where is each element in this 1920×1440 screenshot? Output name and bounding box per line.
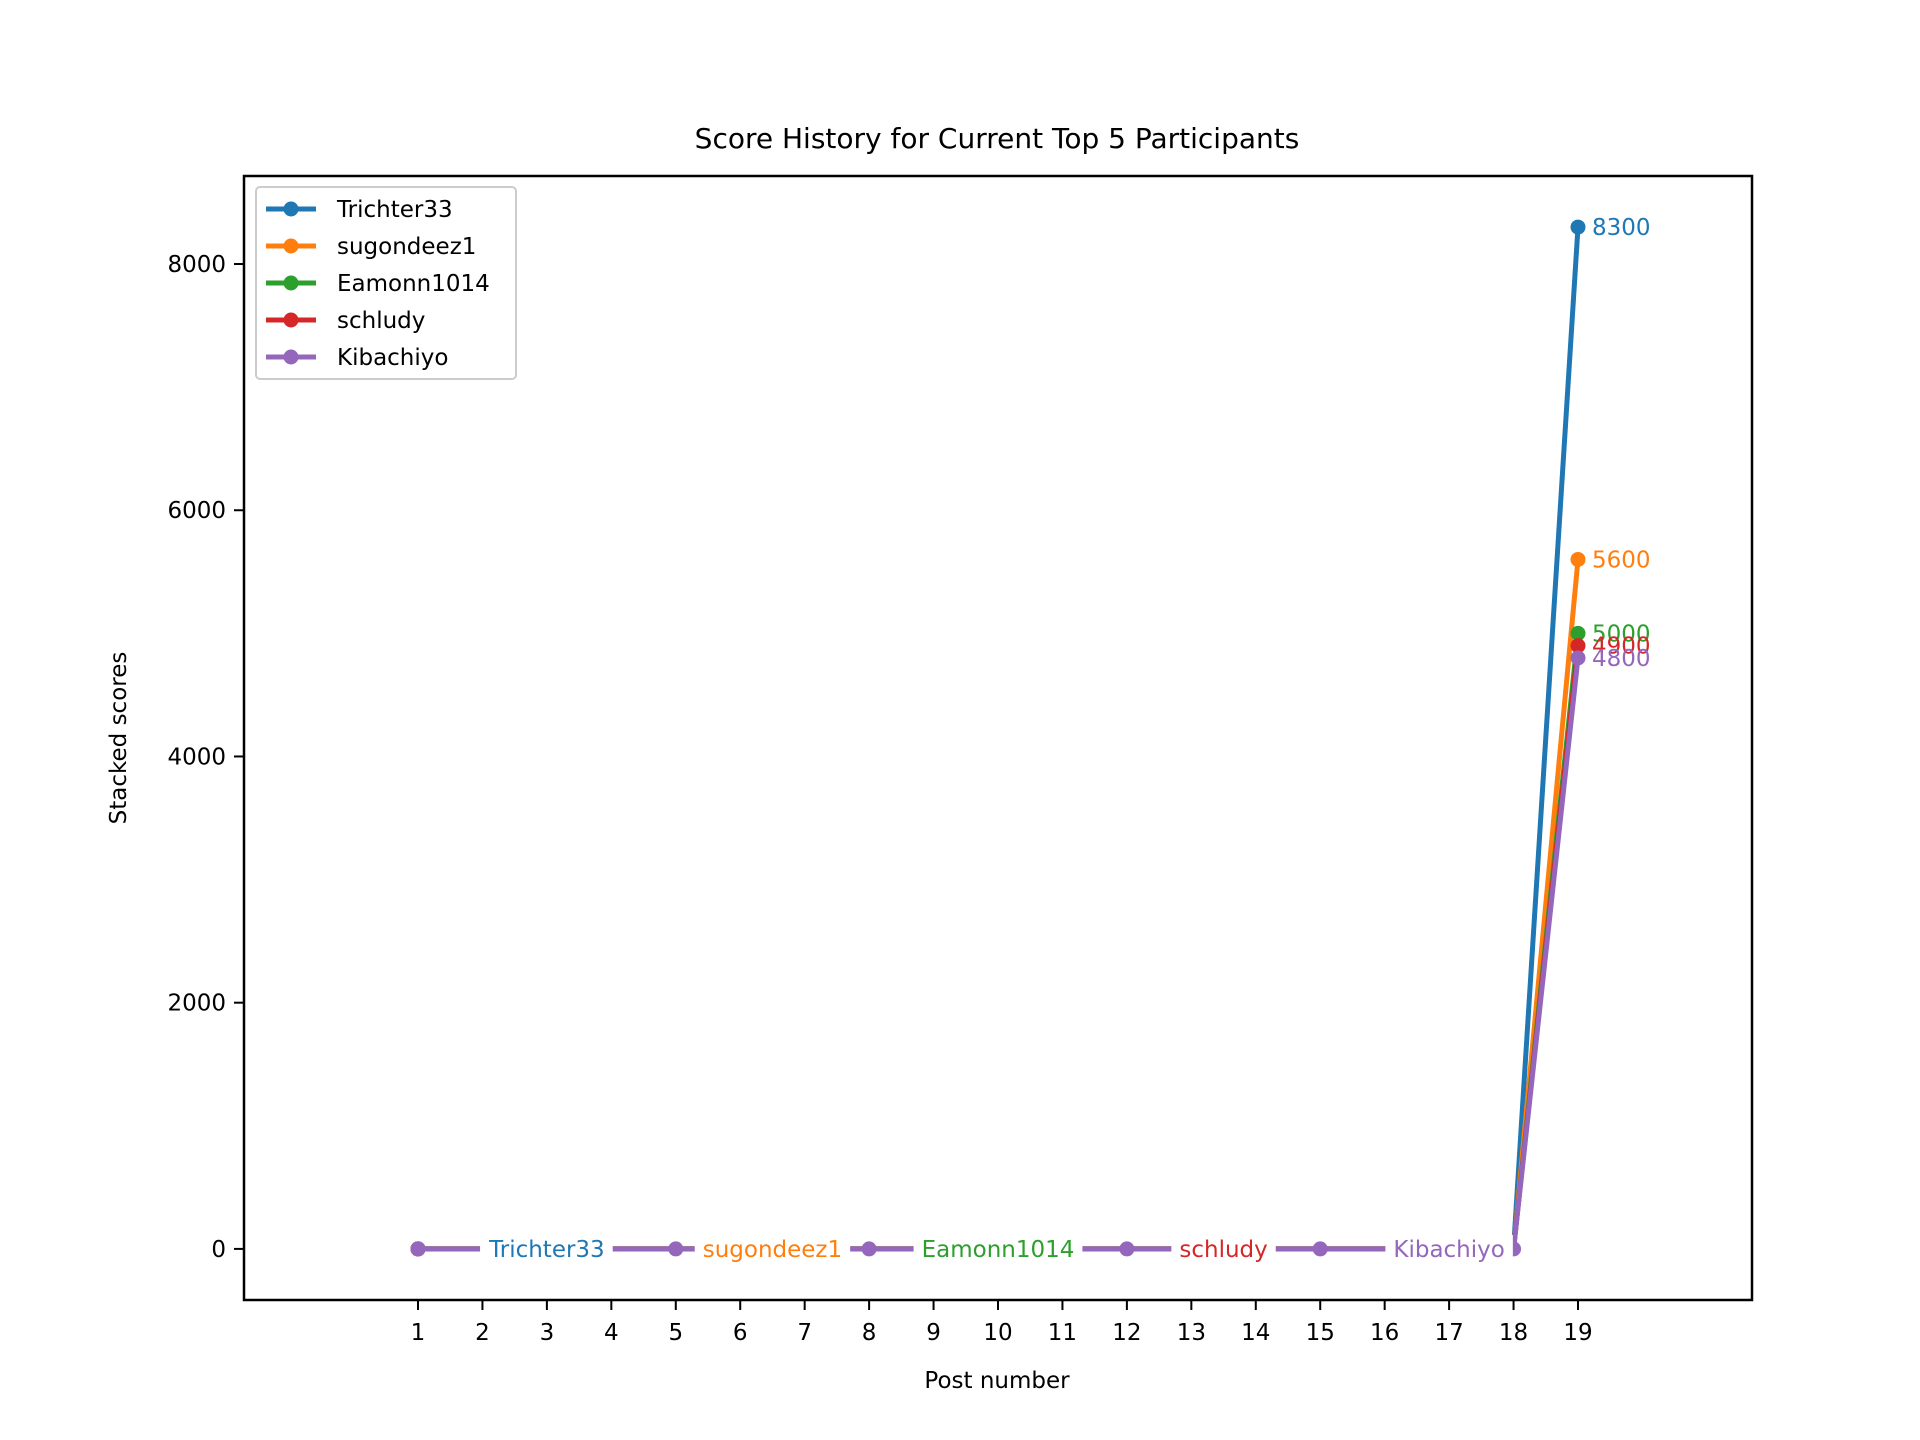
data-point bbox=[1119, 1241, 1135, 1257]
x-tick-label: 2 bbox=[475, 1320, 490, 1346]
x-tick-label: 18 bbox=[1499, 1320, 1528, 1346]
legend-marker bbox=[283, 238, 299, 254]
x-tick-label: 12 bbox=[1112, 1320, 1141, 1346]
legend: Trichter33 sugondeez1 Eamonn1014 schludy Kib… bbox=[255, 186, 517, 380]
data-point bbox=[1570, 638, 1586, 654]
legend-marker bbox=[283, 312, 299, 328]
legend-label: Eamonn1014 bbox=[337, 271, 490, 297]
series-name-annotation: sugondeez1 bbox=[694, 1234, 851, 1265]
end-value-label: 4800 bbox=[1592, 646, 1651, 672]
data-point bbox=[1570, 625, 1586, 641]
annotation-text: Trichter33 bbox=[488, 1237, 605, 1263]
annotation-background bbox=[694, 1234, 851, 1265]
x-tick-label: 7 bbox=[797, 1320, 812, 1346]
x-tick-label: 10 bbox=[983, 1320, 1012, 1346]
x-tick-label: 9 bbox=[926, 1320, 941, 1346]
data-point bbox=[1312, 1241, 1328, 1257]
series-name-annotation: Eamonn1014 bbox=[913, 1234, 1083, 1265]
y-tick-label: 8000 bbox=[167, 252, 226, 278]
annotation-text: Eamonn1014 bbox=[922, 1237, 1075, 1263]
x-tick-label: 4 bbox=[604, 1320, 619, 1346]
legend-marker bbox=[283, 275, 299, 291]
data-point bbox=[1570, 650, 1586, 666]
data-point bbox=[410, 1241, 426, 1257]
x-tick-label: 5 bbox=[668, 1320, 683, 1346]
x-tick-label: 13 bbox=[1177, 1320, 1206, 1346]
chart-title: Score History for Current Top 5 Particip… bbox=[695, 122, 1300, 155]
legend-label: sugondeez1 bbox=[337, 234, 476, 260]
plot-frame bbox=[242, 174, 1754, 1302]
data-point bbox=[1570, 219, 1586, 235]
axes: 1 2 3 4 5 6 7 8 9 10 11 12 13 14 15 16 17 18 1902000400060… bbox=[167, 252, 1592, 1346]
annotation-background bbox=[480, 1234, 613, 1265]
data-point bbox=[861, 1241, 877, 1257]
x-tick-label: 11 bbox=[1048, 1320, 1077, 1346]
x-tick-label: 1 bbox=[411, 1320, 426, 1346]
x-tick-label: 16 bbox=[1370, 1320, 1399, 1346]
annotation-background bbox=[913, 1234, 1083, 1265]
end-value-label: 4900 bbox=[1592, 634, 1651, 660]
end-value-label: 5000 bbox=[1592, 621, 1651, 647]
legend-marker bbox=[283, 349, 299, 365]
annotation-text: sugondeez1 bbox=[703, 1237, 842, 1263]
legend-label: Trichter33 bbox=[336, 197, 453, 223]
x-tick-label: 19 bbox=[1563, 1320, 1592, 1346]
y-tick-label: 6000 bbox=[167, 498, 226, 524]
x-tick-label: 6 bbox=[733, 1320, 748, 1346]
data-point bbox=[668, 1241, 684, 1257]
x-axis-label: Post number bbox=[924, 1368, 1070, 1394]
annotation-background bbox=[1171, 1234, 1276, 1265]
y-tick-label: 2000 bbox=[167, 991, 226, 1017]
y-tick-label: 0 bbox=[211, 1237, 226, 1263]
y-axis-label: Stacked scores bbox=[106, 652, 132, 825]
legend-label: Kibachiyo bbox=[337, 345, 448, 371]
annotation-text: schludy bbox=[1179, 1237, 1267, 1263]
data-point bbox=[1570, 551, 1586, 567]
end-value-label: 8300 bbox=[1592, 215, 1651, 241]
y-tick-label: 4000 bbox=[167, 744, 226, 770]
end-value-label: 5600 bbox=[1592, 547, 1651, 573]
x-tick-label: 17 bbox=[1434, 1320, 1463, 1346]
legend-box bbox=[255, 186, 517, 380]
legend-label: schludy bbox=[337, 308, 425, 334]
x-tick-label: 3 bbox=[540, 1320, 555, 1346]
plot-marks: Trichter33 sugondeez1 Eamonn1014 schludy Kib… bbox=[410, 215, 1651, 1265]
annotation-text: Kibachiyo bbox=[1393, 1237, 1504, 1263]
annotation-background bbox=[1385, 1234, 1513, 1265]
series-name-annotation: schludy bbox=[1171, 1234, 1276, 1265]
series-name-annotation: Trichter33 bbox=[480, 1234, 613, 1265]
legend-marker bbox=[283, 201, 299, 217]
x-tick-label: 8 bbox=[862, 1320, 877, 1346]
series-name-annotation: Kibachiyo bbox=[1385, 1234, 1513, 1265]
x-tick-label: 14 bbox=[1241, 1320, 1270, 1346]
x-tick-label: 15 bbox=[1306, 1320, 1335, 1346]
